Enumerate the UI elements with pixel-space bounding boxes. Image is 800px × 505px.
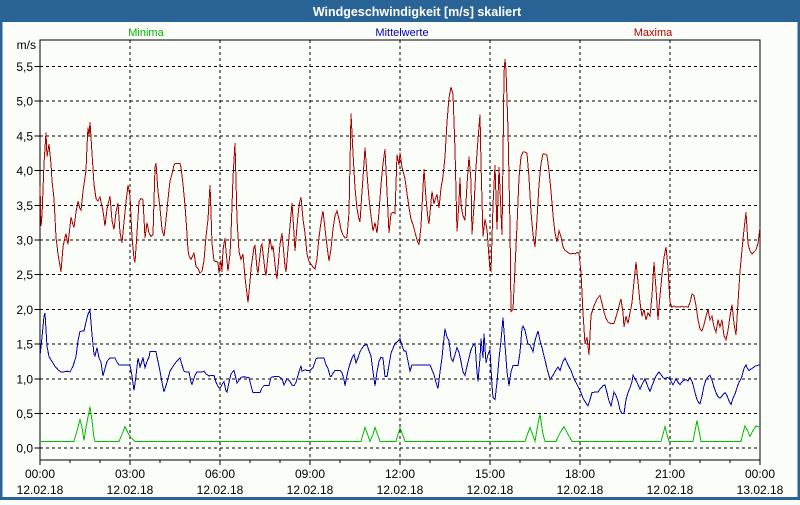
svg-text:18:00: 18:00 <box>565 467 595 481</box>
svg-text:15:00: 15:00 <box>475 467 505 481</box>
svg-text:m/s: m/s <box>17 38 36 52</box>
svg-text:06:00: 06:00 <box>205 467 235 481</box>
svg-text:12.02.18: 12.02.18 <box>107 483 154 497</box>
svg-text:Minima: Minima <box>128 27 164 39</box>
svg-text:00:00: 00:00 <box>745 467 775 481</box>
svg-text:12.02.18: 12.02.18 <box>467 483 514 497</box>
svg-text:12.02.18: 12.02.18 <box>287 483 334 497</box>
svg-text:5,0: 5,0 <box>16 95 33 109</box>
svg-text:12:00: 12:00 <box>385 467 415 481</box>
svg-text:Windgeschwindigkeit [m/s] skal: Windgeschwindigkeit [m/s] skaliert <box>313 5 522 19</box>
svg-text:4,0: 4,0 <box>16 164 33 178</box>
svg-text:09:00: 09:00 <box>295 467 325 481</box>
svg-text:12.02.18: 12.02.18 <box>557 483 604 497</box>
svg-text:13.02.18: 13.02.18 <box>737 483 784 497</box>
svg-text:00:00: 00:00 <box>25 467 55 481</box>
svg-text:4,5: 4,5 <box>16 129 33 143</box>
svg-text:5,5: 5,5 <box>16 60 33 74</box>
svg-text:12.02.18: 12.02.18 <box>647 483 694 497</box>
svg-text:0,5: 0,5 <box>16 407 33 421</box>
svg-text:1,0: 1,0 <box>16 372 33 386</box>
svg-text:12.02.18: 12.02.18 <box>197 483 244 497</box>
svg-text:2,0: 2,0 <box>16 303 33 317</box>
svg-text:Maxima: Maxima <box>634 27 673 39</box>
svg-text:03:00: 03:00 <box>115 467 145 481</box>
svg-text:2,5: 2,5 <box>16 268 33 282</box>
svg-text:1,5: 1,5 <box>16 338 33 352</box>
svg-text:21:00: 21:00 <box>655 467 685 481</box>
svg-text:12.02.18: 12.02.18 <box>377 483 424 497</box>
svg-text:3,5: 3,5 <box>16 199 33 213</box>
svg-text:3,0: 3,0 <box>16 234 33 248</box>
svg-text:0,0: 0,0 <box>16 442 33 456</box>
svg-text:Mittelwerte: Mittelwerte <box>375 27 428 39</box>
svg-text:12.02.18: 12.02.18 <box>17 483 64 497</box>
